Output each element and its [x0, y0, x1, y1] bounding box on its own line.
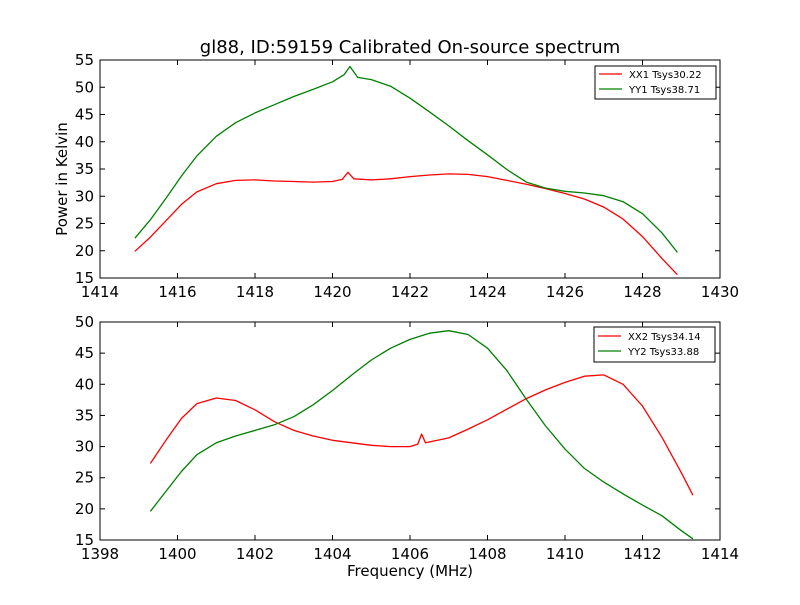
y-tick-label: 35	[75, 160, 94, 178]
x-tick-label: 1428	[623, 283, 661, 301]
x-tick-label: 1410	[546, 545, 584, 563]
x-tick-label: 1422	[391, 283, 429, 301]
legend-box	[593, 326, 716, 363]
figure-title: gl88, ID:59159 Calibrated On-source spec…	[200, 37, 620, 58]
panel-1: 1414 1416 1418 1420 1422 1424 1426 1428 1430 15 20…	[53, 51, 739, 301]
x-tick-label: 1424	[468, 283, 506, 301]
y-tick-label: 55	[75, 51, 94, 69]
x-tick-label: 1406	[391, 545, 429, 563]
legend-label: YY1 Tsys38.71	[628, 85, 700, 96]
x-tick-label: 1404	[313, 545, 351, 563]
y-tick-label: 50	[75, 78, 94, 96]
x-tick-label: 1398	[81, 545, 119, 563]
x-tick-label: 1414	[81, 283, 119, 301]
legend-label: XX1 Tsys30.22	[629, 70, 702, 81]
series-line-panel2-2	[149, 330, 694, 540]
legend-label: YY2 Tsys33.88	[627, 347, 699, 358]
y-tick-label: 15	[75, 531, 94, 549]
series-line-panel1-2	[134, 65, 678, 253]
y-tick-label: 35	[75, 406, 94, 424]
y-tick-label: 30	[75, 438, 94, 456]
y-tick-label: 40	[75, 375, 94, 393]
legend-box	[594, 65, 717, 100]
y-axis-title: Power in Kelvin	[53, 122, 71, 236]
y-tick-label: 15	[75, 269, 94, 287]
x-tick-label: 1412	[623, 545, 661, 563]
y-tick-label: 25	[75, 215, 94, 233]
x-tick-label: 1414	[701, 545, 739, 563]
x-tick-label: 1420	[313, 283, 351, 301]
legend-label: XX2 Tsys34.14	[628, 332, 701, 343]
y-tick-label: 50	[75, 313, 94, 331]
y-tick-label: 40	[75, 133, 94, 151]
panel-2: 1398 1400 1402 1404 1406 1408 1410 1412 1414 15 20…	[75, 313, 739, 563]
legend: XX2 Tsys34.14 YY2 Tsys33.88	[593, 326, 716, 363]
y-tick-label: 30	[75, 187, 94, 205]
series-line-panel1-1	[134, 171, 678, 276]
x-tick-label: 1402	[236, 545, 274, 563]
plot-panels: 1414 1416 1418 1420 1422 1424 1426 1428 1430 15 20…	[53, 51, 739, 563]
x-tick-label: 1418	[236, 283, 274, 301]
x-tick-label: 1430	[701, 283, 739, 301]
x-axis-title: Frequency (MHz)	[347, 562, 473, 580]
y-tick-label: 25	[75, 469, 94, 487]
y-tick-label: 45	[75, 106, 94, 124]
x-tick-label: 1416	[158, 283, 196, 301]
y-tick-label: 20	[75, 500, 94, 518]
y-tick-label: 45	[75, 344, 94, 362]
x-tick-label: 1426	[546, 283, 584, 301]
series-line-panel2-1	[149, 374, 694, 496]
x-tick-label: 1408	[468, 545, 506, 563]
y-tick-label: 20	[75, 242, 94, 260]
x-tick-label: 1400	[158, 545, 196, 563]
legend: XX1 Tsys30.22 YY1 Tsys38.71	[594, 65, 717, 100]
